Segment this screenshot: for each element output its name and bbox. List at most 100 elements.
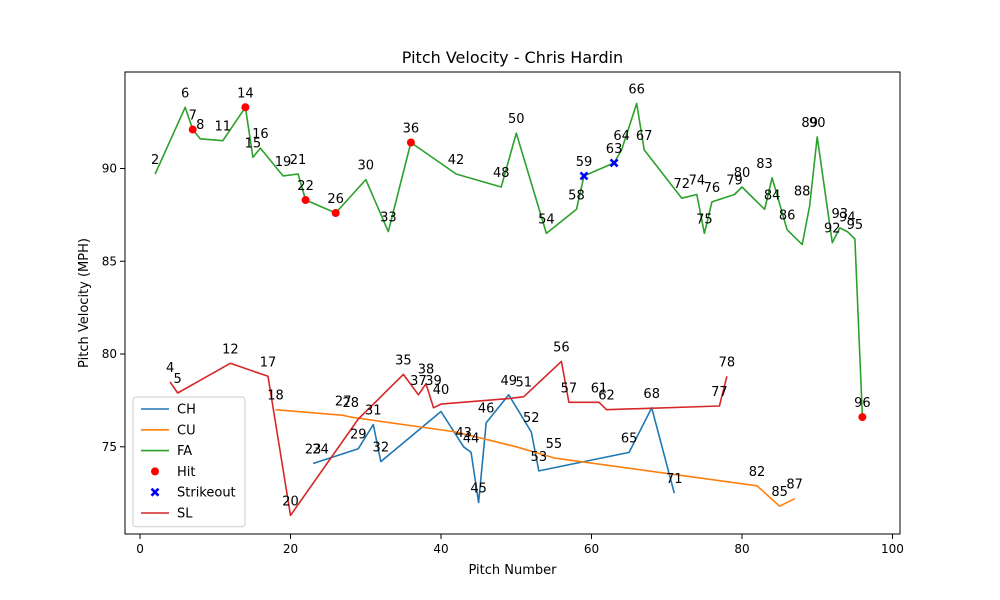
y-tick-label: 75 [102, 440, 117, 454]
x-tick-label: 100 [881, 542, 904, 556]
pitch-number-label: 23 [305, 442, 322, 457]
pitch-number-label: 27 [335, 394, 352, 409]
pitch-number-label: 38 [418, 363, 435, 378]
legend-swatch [150, 487, 160, 497]
pitch-number-label: 24 [312, 442, 329, 457]
hit-marker [301, 196, 310, 205]
pitch-number-label: 28 [342, 396, 359, 411]
pitch-number-label: 42 [448, 153, 465, 168]
pitch-number-label: 77 [711, 385, 728, 400]
legend-swatch [151, 467, 159, 476]
strikeout-marker [579, 171, 589, 181]
chart-title: Pitch Velocity - Chris Hardin [402, 48, 623, 67]
series-lines [154, 102, 864, 517]
pitch-number-label: 46 [478, 402, 495, 417]
pitch-number-label: 61 [591, 381, 608, 396]
pitch-number-label: 82 [749, 465, 766, 480]
pitch-number-label: 19 [275, 155, 292, 170]
legend-label: SL [177, 507, 193, 522]
pitch-number-label: 31 [365, 404, 382, 419]
pitch-number-label: 48 [493, 166, 510, 181]
x-axis: 0 20 40 60 80 100 [136, 534, 904, 556]
pitch-number-label: 68 [643, 387, 660, 402]
event-markers [188, 103, 867, 422]
hit-marker [406, 138, 415, 147]
pitch-number-label: 40 [433, 383, 450, 398]
hit-marker [241, 103, 250, 112]
y-axis: 75 80 85 90 [102, 161, 125, 454]
pitch-number-label: 30 [358, 159, 375, 174]
pitch-number-label: 63 [606, 142, 623, 157]
pitch-number-label: 14 [237, 86, 254, 101]
pitch-number-label: 85 [771, 485, 788, 500]
pitch-number-label: 71 [666, 472, 683, 487]
legend-label: Strikeout [177, 486, 236, 501]
x-tick-label: 80 [734, 542, 749, 556]
pitch-number-label: 64 [613, 129, 630, 144]
pitch-number-label: 17 [260, 355, 277, 370]
pitch-number-label: 2 [151, 153, 159, 168]
x-tick-label: 60 [584, 542, 599, 556]
pitch-number-label: 89 [801, 116, 818, 131]
pitch-number-label: 32 [373, 441, 390, 456]
x-tick-label: 0 [136, 542, 144, 556]
pitch-number-label: 65 [621, 431, 638, 446]
pitch-number-label: 7 [189, 109, 197, 124]
pitch-number-label: 56 [553, 340, 570, 355]
legend: CH CU FA Hit Strikeout SL [132, 396, 246, 528]
pitch-number-label: 50 [508, 112, 525, 127]
series-line-cu [275, 408, 796, 508]
pitch-number-label: 58 [568, 188, 585, 203]
pitch-number-label: 86 [779, 209, 796, 224]
pitch-number-label: 96 [854, 396, 871, 411]
x-tick-label: 40 [433, 542, 448, 556]
pitch-number-label: 79 [726, 173, 743, 188]
pitch-number-label: 11 [215, 120, 232, 135]
pitch-number-label: 88 [794, 185, 811, 200]
x-tick-label: 20 [283, 542, 298, 556]
pitch-number-label: 51 [516, 376, 533, 391]
pitch-number-label: 87 [786, 478, 803, 493]
pitch-number-label: 49 [500, 374, 517, 389]
pitch-number-label: 57 [561, 381, 578, 396]
pitch-number-label: 67 [636, 129, 653, 144]
pitch-number-label: 26 [327, 192, 344, 207]
legend-label: CH [177, 403, 196, 418]
pitch-number-label: 78 [719, 355, 736, 370]
pitch-number-label: 66 [628, 83, 645, 98]
pitch-number-label: 74 [689, 173, 706, 188]
pitch-number-label: 83 [756, 157, 773, 172]
y-tick-label: 90 [102, 161, 117, 175]
pitch-number-label: 15 [245, 136, 262, 151]
pitch-number-label: 29 [350, 428, 367, 443]
pitch-number-label: 16 [252, 127, 269, 142]
pitch-number-label: 44 [463, 431, 480, 446]
pitch-number-label: 22 [297, 179, 314, 194]
pitch-number-label: 6 [181, 86, 189, 101]
pitch-number-label: 45 [470, 481, 487, 496]
pitch-number-label: 4 [166, 361, 174, 376]
legend-label: FA [177, 444, 192, 459]
pitch-number-label: 62 [598, 389, 615, 404]
legend-label: CU [177, 423, 196, 438]
pitch-number-label: 20 [282, 494, 299, 509]
pitch-number-label: 12 [222, 342, 239, 357]
pitch-number-label: 39 [425, 374, 442, 389]
hit-marker [188, 125, 197, 134]
legend-label: Hit [177, 465, 195, 480]
pitch-number-label: 43 [455, 426, 472, 441]
plot-area [124, 71, 901, 535]
pitch-number-label: 37 [410, 374, 427, 389]
pitch-number-label: 35 [395, 353, 412, 368]
pitch-number-label: 36 [403, 122, 420, 137]
y-axis-label: Pitch Velocity (MPH) [77, 238, 92, 368]
pitch-number-label: 75 [696, 212, 713, 227]
pitch-number-label: 33 [380, 211, 397, 226]
pitch-number-label: 21 [290, 153, 307, 168]
pitch-number-label: 5 [174, 372, 182, 387]
pitch-number-label: 93 [832, 207, 849, 222]
pitch-number-label: 90 [809, 116, 826, 131]
pitch-number-label: 92 [824, 222, 841, 237]
